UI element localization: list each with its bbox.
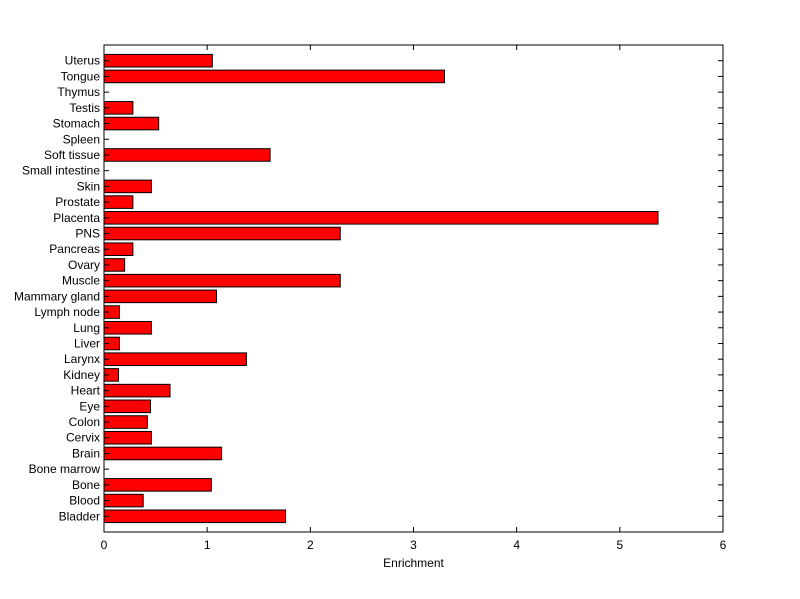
bar-eye [103,399,151,414]
bar-tongue [103,69,445,84]
x-tick-label-3: 3 [410,538,417,552]
y-tick-label-eye: Eye [79,399,100,413]
bar-brain [103,446,223,461]
bar-blood [103,493,144,508]
x-tick-label-2: 2 [307,538,314,552]
x-axis-ticks: 0 1 2 3 4 5 6 [101,45,727,552]
y-tick-label-pns: PNS [75,227,100,241]
bar-mammary-gland [103,289,217,304]
y-tick-label-pancreas: Pancreas [49,242,100,256]
bar-skin [103,179,152,194]
x-tick-label-4: 4 [513,538,520,552]
y-tick-label-bone-marrow: Bone marrow [29,462,101,476]
bar-larynx [103,352,247,366]
bar-heart [103,383,171,398]
bar-bladder [103,509,287,524]
y-tick-label-muscle: Muscle [62,274,100,288]
y-tick-label-lymph-node: Lymph node [34,305,100,319]
bar-cervix [103,430,152,445]
bar-soft-tissue [103,148,271,162]
y-tick-label-brain: Brain [72,446,100,460]
y-tick-label-small-intestine: Small intestine [22,164,100,178]
x-tick-label-6: 6 [720,538,727,552]
y-tick-label-colon: Colon [69,415,100,429]
y-tick-label-liver: Liver [74,336,100,350]
y-tick-label-stomach: Stomach [53,117,100,131]
bar-stomach [103,116,160,131]
y-tick-label-mammary-gland: Mammary gland [14,289,100,303]
y-tick-label-bone: Bone [72,478,100,492]
x-tick-label-1: 1 [204,538,211,552]
bar-uterus [103,53,213,68]
y-tick-label-testis: Testis [69,101,100,115]
y-tick-label-soft-tissue: Soft tissue [44,148,100,162]
y-tick-label-uterus: Uterus [65,54,100,68]
y-tick-label-prostate: Prostate [55,195,100,209]
bar-pns [103,226,341,241]
bar-muscle [103,273,341,288]
x-axis-label: Enrichment [383,556,444,570]
y-tick-label-thymus: Thymus [57,85,100,99]
y-tick-label-kidney: Kidney [63,368,100,382]
y-tick-label-bladder: Bladder [59,509,100,523]
y-tick-label-lung: Lung [73,321,100,335]
y-tick-label-blood: Blood [69,494,100,508]
x-tick-label-0: 0 [101,538,108,552]
y-tick-label-heart: Heart [71,384,101,398]
bar-colon [103,415,148,429]
y-tick-label-placenta: Placenta [53,211,100,225]
y-tick-label-cervix: Cervix [66,431,100,445]
x-tick-label-5: 5 [616,538,623,552]
plot-frame [103,44,724,533]
y-tick-label-tongue: Tongue [61,69,101,83]
bar-placenta [103,211,659,225]
y-tick-label-spleen: Spleen [63,132,100,146]
bar-lung [103,320,152,335]
y-tick-label-skin: Skin [77,179,100,193]
bar-bone [103,478,212,492]
y-tick-label-larynx: Larynx [64,352,100,366]
y-tick-label-ovary: Ovary [68,258,100,272]
